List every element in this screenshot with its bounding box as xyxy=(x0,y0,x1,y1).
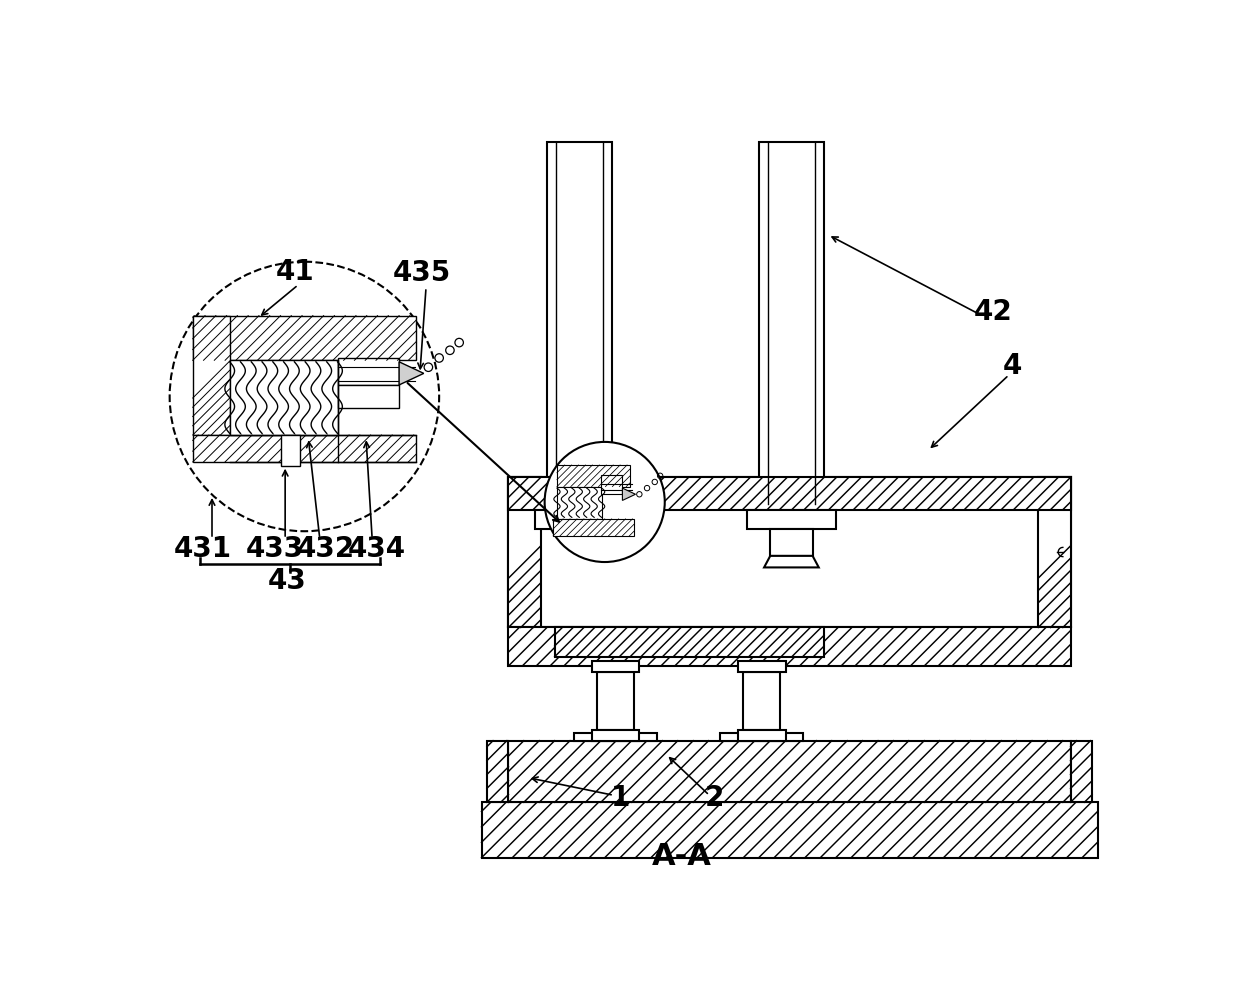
Bar xyxy=(557,465,630,487)
Bar xyxy=(748,510,836,529)
Circle shape xyxy=(544,442,665,562)
Text: 2: 2 xyxy=(704,784,724,812)
Text: 4: 4 xyxy=(1003,352,1023,380)
Bar xyxy=(601,475,622,494)
Text: 41: 41 xyxy=(275,257,315,285)
Bar xyxy=(770,529,812,556)
Bar xyxy=(508,477,1070,627)
Text: 434: 434 xyxy=(347,535,405,563)
Text: 433: 433 xyxy=(246,535,304,563)
Bar xyxy=(553,519,634,536)
Bar xyxy=(337,358,399,385)
Bar xyxy=(591,730,640,741)
Circle shape xyxy=(170,261,439,531)
Polygon shape xyxy=(399,362,424,385)
Bar xyxy=(229,360,337,435)
Bar xyxy=(720,733,804,741)
Text: 43: 43 xyxy=(268,568,306,595)
Bar xyxy=(591,661,640,672)
Bar xyxy=(281,435,300,466)
Bar xyxy=(192,316,229,435)
Bar xyxy=(508,627,1070,666)
Text: A-A: A-A xyxy=(652,843,712,872)
Bar xyxy=(557,487,601,519)
Text: 1: 1 xyxy=(610,784,630,812)
Bar xyxy=(554,627,825,657)
Text: 432: 432 xyxy=(296,535,355,563)
Bar xyxy=(481,802,1097,858)
Bar xyxy=(1070,741,1092,802)
Bar xyxy=(743,672,780,730)
Bar xyxy=(574,733,657,741)
Bar xyxy=(1038,477,1070,627)
Bar xyxy=(508,741,1070,802)
Bar xyxy=(508,477,541,627)
Polygon shape xyxy=(622,488,635,500)
Bar xyxy=(759,142,825,504)
Bar xyxy=(337,385,399,408)
Bar xyxy=(192,316,417,360)
Bar xyxy=(508,477,1070,510)
Bar xyxy=(738,730,786,741)
Text: 431: 431 xyxy=(174,535,232,563)
Text: 435: 435 xyxy=(392,259,450,287)
Bar xyxy=(738,661,786,672)
Bar xyxy=(536,510,624,529)
Bar xyxy=(547,142,613,504)
Bar xyxy=(487,741,508,802)
Bar xyxy=(596,672,634,730)
Bar xyxy=(192,435,417,462)
Text: 42: 42 xyxy=(975,298,1013,326)
Polygon shape xyxy=(764,556,818,568)
